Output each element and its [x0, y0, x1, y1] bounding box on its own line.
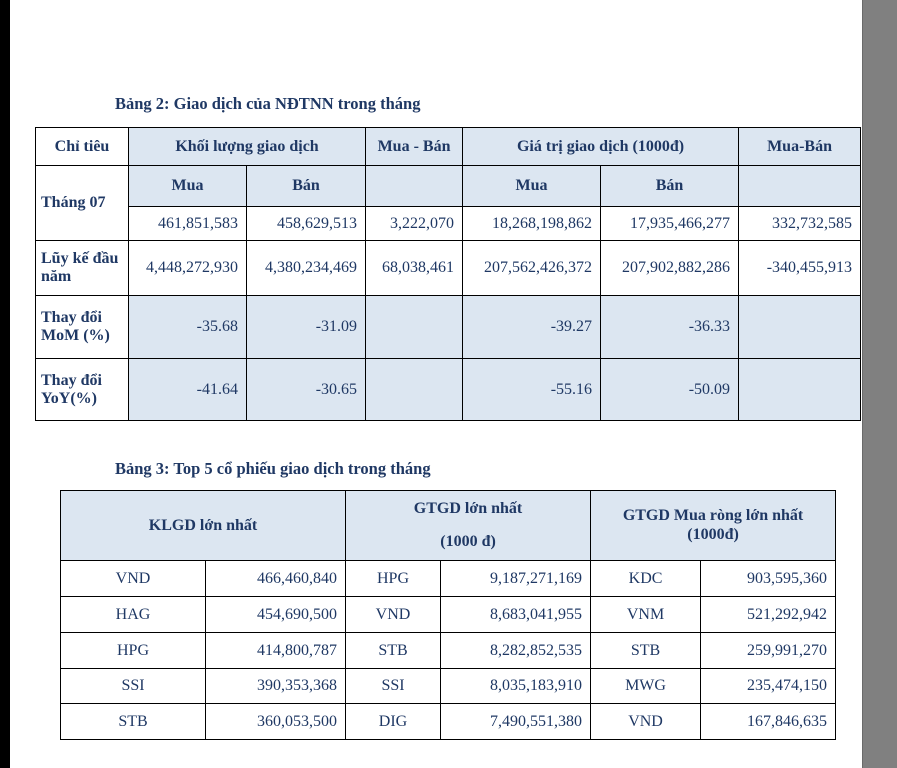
t2-value-cell: 4,380,234,469	[245, 240, 367, 296]
t3-ticker-cell: KDC	[590, 560, 702, 597]
t2-empty-cell	[365, 358, 464, 421]
t2-row-label-mom: Thay đổi MoM (%)	[35, 295, 129, 359]
t3-ticker-cell: HAG	[60, 596, 206, 633]
t2-value-cell: -41.64	[128, 358, 247, 421]
t2-value-cell: 17,935,466,277	[600, 206, 740, 241]
t3-header-gtgd: GTGD lớn nhất (1000 đ)	[345, 490, 592, 561]
t2-subheader-ban-klgd: Bán	[245, 165, 367, 207]
t3-value-cell: 8,282,852,535	[440, 632, 592, 669]
t3-value-cell: 7,490,551,380	[440, 703, 592, 740]
table-row: Thay đổi MoM (%) -35.68 -31.09 -39.27 -3…	[35, 295, 862, 359]
t2-value-cell: 207,562,426,372	[462, 240, 602, 296]
t3-value-cell: 360,053,500	[204, 703, 347, 740]
t2-value-cell: -55.16	[462, 358, 602, 421]
t2-header-chi-tieu: Chỉ tiêu	[35, 127, 129, 166]
fii-monthly-transactions-table: Chỉ tiêu Khối lượng giao dịch Mua - Bán …	[35, 127, 862, 421]
t2-row-label-yoy: Thay đổi YoY(%)	[35, 358, 129, 421]
t3-value-cell: 454,690,500	[204, 596, 347, 633]
table-row: Chỉ tiêu Khối lượng giao dịch Mua - Bán …	[35, 127, 862, 166]
t2-value-cell: -35.68	[128, 295, 247, 359]
t2-value-cell: -50.09	[600, 358, 740, 421]
t2-value-cell: 4,448,272,930	[128, 240, 247, 296]
table-row: Tháng 07 Mua Bán Mua Bán	[35, 165, 862, 241]
t2-empty-cell	[738, 358, 862, 421]
t2-empty-cell	[738, 165, 862, 207]
t3-ticker-cell: VND	[345, 596, 442, 633]
t2-value-cell: 461,851,583	[128, 206, 247, 241]
t2-subheader-mua-gtgd: Mua	[462, 165, 602, 207]
table-row: SSI 390,353,368 SSI 8,035,183,910 MWG 23…	[60, 668, 837, 704]
t2-value-cell: 3,222,070	[365, 206, 464, 241]
t3-ticker-cell: SSI	[345, 668, 442, 704]
t2-subheader-ban-gtgd: Bán	[600, 165, 740, 207]
table2-title: Bảng 2: Giao dịch của NĐTNN trong tháng	[115, 94, 421, 113]
t3-value-cell: 8,035,183,910	[440, 668, 592, 704]
table-row: HPG 414,800,787 STB 8,282,852,535 STB 25…	[60, 632, 837, 669]
t3-value-cell: 9,187,271,169	[440, 560, 592, 597]
table-row: STB 360,053,500 DIG 7,490,551,380 VND 16…	[60, 703, 837, 740]
t3-value-cell: 167,846,635	[700, 703, 837, 740]
t2-row-label-luyke: Lũy kế đầu năm	[35, 240, 129, 296]
t3-ticker-cell: MWG	[590, 668, 702, 704]
t3-ticker-cell: HPG	[60, 632, 206, 669]
t3-header-gtgd-rong-line2: (1000đ)	[687, 525, 739, 543]
t2-row-label-thang07: Tháng 07	[35, 165, 129, 241]
t3-value-cell: 8,683,041,955	[440, 596, 592, 633]
t3-ticker-cell: VND	[60, 560, 206, 597]
t3-header-gtgd-rong-line1: GTGD Mua ròng lớn nhất	[622, 507, 804, 525]
t2-value-cell: 332,732,585	[738, 206, 862, 241]
table-row: Thay đổi YoY(%) -41.64 -30.65 -55.16 -50…	[35, 358, 862, 421]
table-row: 461,851,583 458,629,513 3,222,070 18,268…	[36, 206, 862, 241]
t2-header-mua-ban: Mua - Bán	[365, 127, 464, 166]
t2-value-cell: 18,268,198,862	[462, 206, 602, 241]
t2-value-cell: 68,038,461	[365, 240, 464, 296]
t3-ticker-cell: DIG	[345, 703, 442, 740]
t3-ticker-cell: STB	[590, 632, 702, 669]
t2-value-cell: -39.27	[462, 295, 602, 359]
t3-ticker-cell: VND	[590, 703, 702, 740]
t2-value-cell: 458,629,513	[245, 206, 367, 241]
t3-header-gtgd-line1: GTGD lớn nhất	[413, 500, 523, 518]
top5-stocks-table: KLGD lớn nhất GTGD lớn nhất (1000 đ) GTG…	[59, 490, 837, 740]
t2-empty-cell	[738, 295, 862, 359]
t3-header-gtgd-rong: GTGD Mua ròng lớn nhất (1000đ)	[590, 490, 837, 561]
t3-value-cell: 235,474,150	[700, 668, 837, 704]
t2-header-gtgd: Giá trị giao dịch (1000đ)	[462, 127, 740, 166]
table-row: KLGD lớn nhất GTGD lớn nhất (1000 đ) GTG…	[59, 490, 837, 561]
t3-value-cell: 390,353,368	[204, 668, 347, 704]
t3-value-cell: 414,800,787	[204, 632, 347, 669]
t3-value-cell: 903,595,360	[700, 560, 837, 597]
t2-subheader-mua-klgd: Mua	[128, 165, 247, 207]
t2-header-klgd: Khối lượng giao dịch	[127, 127, 367, 166]
t2-value-cell: -340,455,913	[738, 240, 862, 296]
t3-value-cell: 466,460,840	[204, 560, 347, 597]
t2-value-cell: -30.65	[245, 358, 367, 421]
table-row: HAG 454,690,500 VND 8,683,041,955 VNM 52…	[60, 596, 837, 633]
t2-header-mua-ban-2: Mua-Bán	[738, 127, 862, 166]
t3-ticker-cell: VNM	[590, 596, 702, 633]
t3-header-gtgd-line2: (1000 đ)	[440, 532, 496, 550]
header-line-gap	[352, 519, 584, 533]
table3-title: Bảng 3: Top 5 cổ phiếu giao dịch trong t…	[115, 459, 431, 478]
t2-value-cell: -31.09	[245, 295, 367, 359]
t3-ticker-cell: SSI	[60, 668, 206, 704]
t3-ticker-cell: STB	[60, 703, 206, 740]
t2-value-cell: -36.33	[600, 295, 740, 359]
t2-empty-cell	[365, 295, 464, 359]
t3-ticker-cell: STB	[345, 632, 442, 669]
viewer-gray-margin	[862, 0, 897, 768]
t2-value-cell: 207,902,882,286	[600, 240, 740, 296]
table-row: VND 466,460,840 HPG 9,187,271,169 KDC 90…	[60, 560, 837, 597]
t2-empty-cell	[365, 165, 464, 207]
t3-value-cell: 259,991,270	[700, 632, 837, 669]
table-row: Lũy kế đầu năm 4,448,272,930 4,380,234,4…	[35, 240, 862, 296]
page-left-black-edge	[0, 0, 10, 768]
t3-header-klgd: KLGD lớn nhất	[59, 490, 347, 561]
t3-value-cell: 521,292,942	[700, 596, 837, 633]
t3-ticker-cell: HPG	[345, 560, 442, 597]
